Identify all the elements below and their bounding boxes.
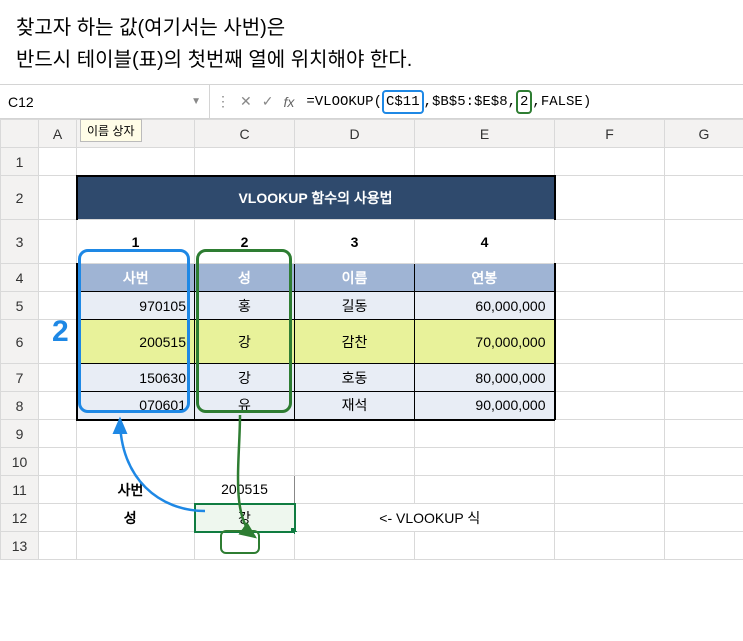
row-6: 6 200515 강 감찬 70,000,000 — [1, 320, 743, 364]
col-C[interactable]: C — [195, 120, 295, 148]
cell-B8[interactable]: 070601 — [77, 392, 195, 420]
formula-input[interactable]: =VLOOKUP( C$11 ,$B$5:$E$8, 2 ,FALSE) — [300, 85, 743, 118]
formula-mid2: ,FALSE) — [532, 94, 591, 110]
row-8: 8 070601 유 재석 90,000,000 — [1, 392, 743, 420]
name-box[interactable]: C12 ▼ 이름 상자 — [0, 85, 210, 118]
row-9: 9 — [1, 420, 743, 448]
rowhdr-4[interactable]: 4 — [1, 264, 39, 292]
idx-2: 2 — [195, 220, 295, 264]
cell-B7[interactable]: 150630 — [77, 364, 195, 392]
row-1: 1 — [1, 148, 743, 176]
formula-bar: C12 ▼ 이름 상자 ⋮ ✕ ✓ fx =VLOOKUP( C$11 ,$B$… — [0, 85, 743, 119]
name-box-tooltip: 이름 상자 — [80, 119, 142, 142]
cell-E8[interactable]: 90,000,000 — [415, 392, 555, 420]
dots-icon[interactable]: ⋮ — [216, 93, 230, 110]
rowhdr-2[interactable]: 2 — [1, 176, 39, 220]
rowhdr-1[interactable]: 1 — [1, 148, 39, 176]
rowhdr-6[interactable]: 6 — [1, 320, 39, 364]
cell-C11[interactable]: 200515 — [195, 476, 295, 504]
excel-region: C12 ▼ 이름 상자 ⋮ ✕ ✓ fx =VLOOKUP( C$11 ,$B$… — [0, 84, 743, 560]
cell-C8[interactable]: 유 — [195, 392, 295, 420]
col-A[interactable]: A — [39, 120, 77, 148]
col-D[interactable]: D — [295, 120, 415, 148]
corner-cell[interactable] — [1, 120, 39, 148]
cell-D8[interactable]: 재석 — [295, 392, 415, 420]
cell-E5[interactable]: 60,000,000 — [415, 292, 555, 320]
hdr-first: 이름 — [295, 264, 415, 292]
hdr-last: 성 — [195, 264, 295, 292]
rowhdr-11[interactable]: 11 — [1, 476, 39, 504]
cell-B6[interactable]: 200515 — [77, 320, 195, 364]
formula-arg1: C$11 — [382, 90, 424, 114]
row-4: 4 사번 성 이름 연봉 — [1, 264, 743, 292]
rowhdr-10[interactable]: 10 — [1, 448, 39, 476]
cell-C6[interactable]: 강 — [195, 320, 295, 364]
enter-icon[interactable]: ✓ — [262, 93, 274, 110]
spreadsheet[interactable]: A B C D E F G 1 2 VLOOKUP 함수의 사용법 3 — [0, 119, 743, 560]
col-E[interactable]: E — [415, 120, 555, 148]
cancel-icon[interactable]: ✕ — [240, 93, 252, 110]
caption-text: 찾고자 하는 값(여기서는 사번)은 반드시 테이블(표)의 첫번째 열에 위치… — [0, 0, 743, 84]
cell-D5[interactable]: 길동 — [295, 292, 415, 320]
row-12: 12 성 강 <- VLOOKUP 식 — [1, 504, 743, 532]
rowhdr-13[interactable]: 13 — [1, 532, 39, 560]
formula-mid1: ,$B$5:$E$8, — [424, 94, 516, 110]
vlookup-annotation: <- VLOOKUP 식 — [295, 504, 555, 532]
caption-line2: 반드시 테이블(표)의 첫번째 열에 위치해야 한다. — [16, 44, 727, 76]
row-7: 7 150630 강 호동 80,000,000 — [1, 364, 743, 392]
rowhdr-5[interactable]: 5 — [1, 292, 39, 320]
label-emp: 사번 — [77, 476, 195, 504]
idx-3: 3 — [295, 220, 415, 264]
rowhdr-9[interactable]: 9 — [1, 420, 39, 448]
row-3: 3 1 2 3 4 — [1, 220, 743, 264]
row-11: 11 사번 200515 — [1, 476, 743, 504]
rowhdr-7[interactable]: 7 — [1, 364, 39, 392]
idx-1: 1 — [77, 220, 195, 264]
col-G[interactable]: G — [665, 120, 743, 148]
rowhdr-8[interactable]: 8 — [1, 392, 39, 420]
row-13: 13 — [1, 532, 743, 560]
cell-D7[interactable]: 호동 — [295, 364, 415, 392]
row-5: 5 970105 홍 길동 60,000,000 — [1, 292, 743, 320]
formula-prefix: =VLOOKUP( — [306, 94, 382, 110]
table-title: VLOOKUP 함수의 사용법 — [77, 176, 555, 220]
left-index-label: 2 — [52, 315, 69, 349]
rowhdr-3[interactable]: 3 — [1, 220, 39, 264]
cell-C5[interactable]: 홍 — [195, 292, 295, 320]
label-last: 성 — [77, 504, 195, 532]
row-10: 10 — [1, 448, 743, 476]
row-2: 2 VLOOKUP 함수의 사용법 — [1, 176, 743, 220]
cell-C7[interactable]: 강 — [195, 364, 295, 392]
hdr-salary: 연봉 — [415, 264, 555, 292]
col-F[interactable]: F — [555, 120, 665, 148]
cell-D6[interactable]: 감찬 — [295, 320, 415, 364]
formula-buttons: ⋮ ✕ ✓ fx — [210, 85, 300, 118]
cell-B5[interactable]: 970105 — [77, 292, 195, 320]
cell-E6[interactable]: 70,000,000 — [415, 320, 555, 364]
namebox-dropdown-icon[interactable]: ▼ — [191, 96, 201, 107]
idx-4: 4 — [415, 220, 555, 264]
cell-C12[interactable]: 강 — [195, 504, 295, 532]
name-box-value: C12 — [8, 94, 34, 110]
grid: A B C D E F G 1 2 VLOOKUP 함수의 사용법 3 — [0, 119, 743, 560]
cell-E7[interactable]: 80,000,000 — [415, 364, 555, 392]
rowhdr-12[interactable]: 12 — [1, 504, 39, 532]
hdr-emp: 사번 — [77, 264, 195, 292]
formula-arg2: 2 — [516, 90, 532, 114]
caption-line1: 찾고자 하는 값(여기서는 사번)은 — [16, 12, 727, 44]
fx-icon[interactable]: fx — [283, 94, 294, 110]
